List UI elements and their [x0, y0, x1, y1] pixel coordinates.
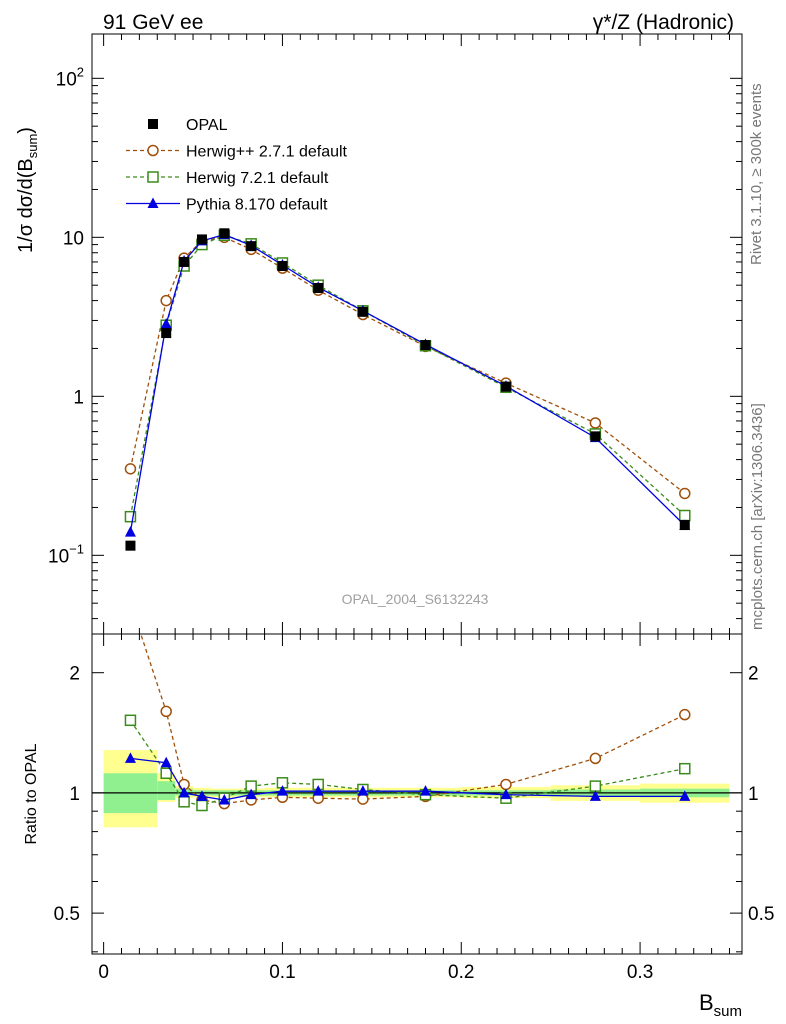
ratio-pythia-point — [276, 785, 288, 796]
ratio-herwig7-point — [679, 762, 691, 775]
main-data-point — [500, 381, 511, 392]
ratio-herwigpp-point — [125, 597, 135, 607]
main-data-point — [679, 520, 690, 531]
legend: OPAL Herwig++ 2.7.1 default Herwig 7.2.1 d… — [126, 117, 348, 214]
main-data-point — [161, 328, 172, 339]
main-y-tick-label-exp: −1 — [69, 541, 84, 556]
main-y-tick-label-exp: 2 — [77, 64, 84, 79]
main-y-axis-title-close: ) — [15, 127, 37, 134]
legend-pythia-marker — [147, 197, 159, 208]
main-y-tick-label: 102 — [56, 64, 84, 90]
x-axis-title: Bsum — [699, 990, 742, 1020]
main-herwigpp-point — [124, 463, 137, 475]
ratio-herwig7-point — [124, 714, 137, 727]
ratio-y-tick-label-left: 2 — [69, 664, 80, 685]
main-herwigpp-point — [679, 487, 691, 500]
main-y-axis-title-main: 1/σ dσ/d(B — [15, 158, 37, 253]
main-herwigpp-line — [129, 236, 686, 494]
main-y-tick-label-base: 10 — [56, 69, 77, 90]
main-y-tick-label-base: 10 — [63, 228, 84, 249]
main-herwig7-point — [679, 509, 691, 522]
main-data-point — [125, 540, 136, 551]
legend-herwig7-label: Herwig 7.2.1 default — [186, 170, 329, 187]
ratio-pythia-point — [357, 785, 369, 796]
ratio-pythia-point — [178, 786, 190, 798]
header-right-process: γ*/Z — [593, 11, 631, 34]
rivet-version-label: Rivet 3.1.10, ≥ 300k events — [748, 83, 765, 265]
ratio-plot-frame — [91, 633, 743, 955]
main-y-tick-label: 10−1 — [48, 541, 84, 567]
main-data-point — [219, 228, 230, 239]
main-y-axis-title-sub: sum — [25, 134, 40, 159]
main-herwig7-point — [124, 510, 137, 523]
ratio-pythia-point — [124, 752, 136, 763]
ratio-pythia-point — [196, 790, 208, 801]
ratio-pythia-point — [312, 785, 324, 796]
ratio-herwig7-point — [196, 799, 208, 812]
legend-herwig7-marker — [147, 171, 159, 183]
main-pythia-point — [160, 318, 172, 329]
ratio-herwigpp-point — [589, 752, 602, 765]
main-y-tick-label-base: 10 — [48, 546, 69, 567]
legend-pythia-label: Pythia 8.170 default — [186, 197, 328, 214]
ratio-y-tick-label-left: 0.5 — [54, 904, 80, 925]
main-data-point — [196, 234, 207, 245]
ratio-band-inner — [157, 781, 176, 800]
header-left-label: 91 GeV ee — [103, 11, 203, 34]
ratio-pythia-point — [589, 790, 601, 801]
header-right-tag: (Hadronic) — [630, 11, 734, 34]
watermark-label: OPAL_2004_S6132243 — [342, 591, 489, 607]
main-data-point — [313, 283, 324, 294]
legend-herwigpp-label: Herwig++ 2.7.1 default — [186, 144, 348, 161]
x-tick-label: 0.1 — [269, 962, 295, 983]
ratio-pythia-point — [160, 756, 172, 768]
x-axis-title-sub: sum — [714, 1003, 742, 1020]
x-axis-title-main: B — [699, 990, 714, 1015]
main-y-tick-label-base: 1 — [73, 387, 84, 408]
legend-data-label: OPAL — [186, 117, 228, 134]
ratio-pythia-point — [500, 788, 512, 800]
ratio-y-axis-title: Ratio to OPAL — [23, 743, 40, 844]
ratio-herwigpp-point — [160, 705, 172, 718]
ratio-y-tick-label-left: 1 — [69, 784, 80, 805]
main-herwig7-line — [129, 234, 686, 517]
ratio-herwig7-point — [160, 767, 172, 780]
main-data-point — [357, 306, 368, 317]
main-y-tick-label: 10 — [63, 228, 84, 249]
main-herwigpp-point — [589, 417, 602, 429]
legend-herwigpp-marker — [147, 144, 159, 157]
main-data-point — [277, 261, 288, 272]
main-pythia-line — [129, 233, 686, 533]
main-data-point — [179, 256, 190, 267]
main-data-point — [246, 241, 257, 252]
ratio-herwig7-point — [589, 780, 602, 792]
ratio-pythia-point — [245, 788, 257, 800]
main-pythia-point — [124, 526, 136, 537]
ratio-plot-panel: 2 2 1 1 0.5 0.5 0 0.1 0.2 0.3 Ratio to OPAL Bsum — [23, 597, 774, 1020]
ratio-herwigpp-point — [500, 778, 512, 791]
x-tick-label: 0.2 — [448, 962, 474, 983]
ratio-y-tick-label-right: 2 — [748, 664, 759, 685]
mcplots-credit-label: mcplots.cern.ch [arXiv:1306.3436] — [749, 403, 766, 630]
ratio-y-tick-label-right: 0.5 — [748, 904, 774, 925]
main-herwigpp-point — [160, 294, 172, 307]
main-data-point — [590, 431, 601, 442]
x-tick-label: 0 — [98, 962, 109, 983]
main-data-point — [420, 340, 431, 351]
legend-data-marker — [148, 119, 158, 129]
header-right-label: γ*/Z (Hadronic) — [593, 11, 734, 34]
ratio-pythia-point — [679, 790, 691, 801]
ratio-pythia-point — [218, 793, 230, 805]
ratio-pythia-point — [419, 785, 431, 796]
ratio-herwigpp-point — [679, 708, 691, 721]
x-tick-label: 0.3 — [627, 962, 653, 983]
main-y-axis-title: 1/σ dσ/d(Bsum) — [15, 127, 40, 253]
main-y-tick-label: 1 — [73, 387, 84, 408]
ratio-herwig7-point — [178, 796, 190, 808]
ratio-y-tick-label-right: 1 — [748, 784, 759, 805]
